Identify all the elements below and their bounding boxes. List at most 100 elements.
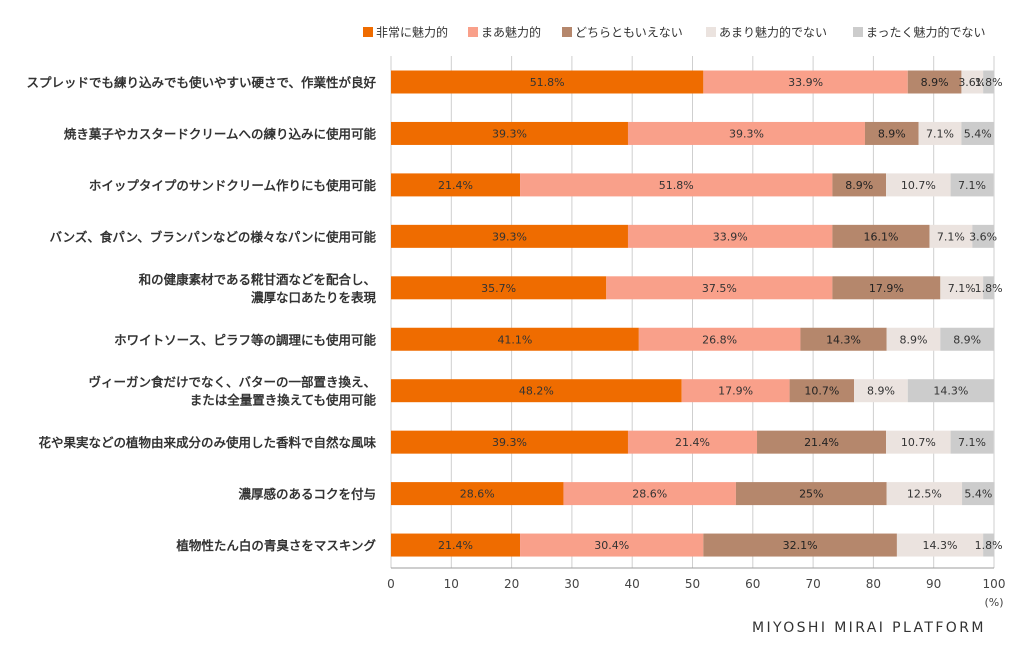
bar-segment <box>703 533 897 557</box>
bar-segment <box>638 327 801 351</box>
bar-segment <box>907 379 994 403</box>
data-label: 7.1% <box>948 282 976 295</box>
data-label: 16.1% <box>863 230 898 243</box>
data-label: 7.1% <box>958 179 986 192</box>
bar-row: 39.3% 33.9% 16.1% 7.1% 3.6% <box>391 224 997 248</box>
bar-row: 39.3% 21.4% 21.4% 10.7% 7.1% <box>391 430 994 454</box>
bar-segment <box>832 224 930 248</box>
category-label: 植物性たん白の青臭さをマスキング <box>175 538 376 553</box>
category-label: 焼き菓子やカスタードクリームへの練り込みに使用可能 <box>64 126 377 141</box>
bar-segment <box>961 70 984 94</box>
bar-segment <box>886 327 941 351</box>
data-label: 51.8% <box>530 76 565 89</box>
x-tick-label: 30 <box>564 577 579 591</box>
data-label: 8.9% <box>921 76 949 89</box>
data-label: 8.9% <box>900 333 928 346</box>
data-label: 8.9% <box>878 127 906 140</box>
data-label: 1.8% <box>975 539 1003 552</box>
bar-segment <box>627 224 833 248</box>
bar-row: 51.8% 33.9% 8.9% 3.6%1.8% <box>391 70 1003 94</box>
bar-segment <box>391 276 607 300</box>
category-label: ホイップタイプのサンドクリーム作りにも使用可能 <box>89 178 377 193</box>
data-label: 12.5% <box>907 488 942 501</box>
bar-segment <box>391 379 682 403</box>
data-label: 35.7% <box>481 282 516 295</box>
bar-segment <box>864 121 919 145</box>
data-label: 33.9% <box>713 230 748 243</box>
x-tick-label: 20 <box>504 577 519 591</box>
bar-row: 21.4% 30.4% 32.1% 14.3% 1.8% <box>391 533 1003 557</box>
data-label: 5.4% <box>964 127 992 140</box>
data-label: 21.4% <box>438 539 473 552</box>
bar-segment <box>832 276 941 300</box>
data-label: 39.3% <box>492 436 527 449</box>
bar-segment <box>983 533 994 557</box>
bar-segment <box>681 379 790 403</box>
data-label: 7.1% <box>958 436 986 449</box>
bar-segment <box>983 70 994 94</box>
x-tick-labels: 0 10 20 30 40 50 60 70 80 90 100 <box>387 577 1005 591</box>
legend-swatch <box>706 27 716 37</box>
data-label: 21.4% <box>675 436 710 449</box>
bar-segment <box>757 430 887 454</box>
bar-segment <box>800 327 887 351</box>
data-label: 17.9% <box>869 282 904 295</box>
data-label: 37.5% <box>702 282 737 295</box>
bar-segment <box>391 533 521 557</box>
category-label: 和の健康素材である糀甘酒などを配合し、濃厚な口あたりを表現 <box>138 272 377 305</box>
x-tick-label: 100 <box>983 577 1006 591</box>
bar-segment <box>972 224 994 248</box>
category-label: スプレッドでも練り込みでも使いやすい硬さで、作業性が良好 <box>26 75 376 90</box>
bar-segment <box>627 430 758 454</box>
x-tick-label: 0 <box>387 577 395 591</box>
data-label: 33.9% <box>788 76 823 89</box>
data-label: 30.4% <box>594 539 629 552</box>
bar-segment <box>961 121 994 145</box>
bar-segment <box>950 173 994 197</box>
data-label: 3.6% <box>969 230 997 243</box>
legend-label: あまり魅力的でない <box>719 25 827 40</box>
bar-row: 39.3% 39.3% 8.9% 7.1% 5.4% <box>391 121 994 145</box>
data-label: 28.6% <box>632 488 667 501</box>
bar-segment <box>886 173 951 197</box>
x-tick-label: 10 <box>444 577 459 591</box>
legend-swatch <box>853 27 863 37</box>
data-label: 51.8% <box>659 179 694 192</box>
x-axis-unit: (%) <box>984 596 1003 609</box>
bar-segment <box>391 327 639 351</box>
bar-segment <box>703 70 908 94</box>
legend-label: まあ魅力的 <box>481 25 541 40</box>
x-tick-label: 60 <box>745 577 760 591</box>
bar-segment <box>962 482 995 506</box>
bar-segment <box>391 121 628 145</box>
bar-segment <box>627 121 865 145</box>
legend: 非常に魅力的 まあ魅力的 どちらともいえない あまり魅力的でない まったく魅力的でない <box>363 25 986 40</box>
x-tick-label: 90 <box>926 577 941 591</box>
legend-label: 非常に魅力的 <box>376 25 448 40</box>
legend-label: どちらともいえない <box>575 26 683 40</box>
bar-segment <box>896 533 984 557</box>
bar-segment <box>391 173 521 197</box>
bar-row: 35.7% 37.5% 17.9% 7.1%1.8% <box>391 276 1003 300</box>
x-tick-label: 50 <box>685 577 700 591</box>
data-label: 14.3% <box>826 333 861 346</box>
bar-segment <box>789 379 855 403</box>
bar-segment <box>391 70 704 94</box>
data-label: 28.6% <box>460 488 495 501</box>
data-label: 32.1% <box>783 539 818 552</box>
legend-swatch <box>363 27 373 37</box>
data-label: 25% <box>799 488 823 501</box>
data-label: 8.9% <box>867 385 895 398</box>
x-tick-label: 80 <box>866 577 881 591</box>
bar-segment <box>983 276 994 300</box>
bar-segment <box>606 276 833 300</box>
data-label: 14.3% <box>923 539 958 552</box>
bar-row: 48.2% 17.9% 10.7% 8.9% 14.3% <box>391 379 994 403</box>
bar-segment <box>735 482 887 506</box>
data-label: 14.3% <box>933 385 968 398</box>
data-label: 7.1% <box>926 127 954 140</box>
category-label: ヴィーガン食だけでなく、バターの一部置き換え、または全量置き換えても使用可能 <box>88 375 376 408</box>
data-label: 3.6% <box>958 76 986 89</box>
data-label: 1.8% <box>975 282 1003 295</box>
